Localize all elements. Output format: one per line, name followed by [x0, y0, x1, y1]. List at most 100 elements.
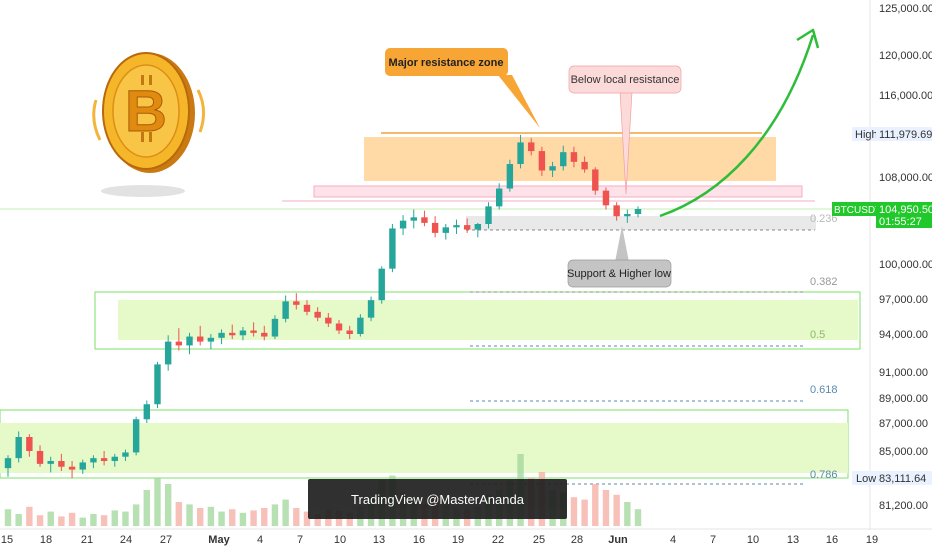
candle: [100, 451, 108, 466]
volume-bar: [132, 504, 140, 526]
time-tick: 19: [866, 534, 878, 546]
time-tick: 18: [40, 534, 52, 546]
support-callout-text: Support & Higher low: [567, 268, 671, 280]
candle: [410, 209, 417, 229]
volume-bar: [15, 514, 22, 526]
time-tick: Jun: [608, 534, 628, 546]
volume-bar: [164, 484, 172, 526]
time-tick: 4: [257, 534, 263, 546]
resistance-callout-pointer: [498, 75, 540, 128]
candle: [528, 138, 535, 156]
candle: [399, 215, 407, 236]
time-tick: 28: [571, 534, 583, 546]
volume-bar: [90, 514, 97, 526]
candle: [207, 334, 215, 350]
price-tick: 125,000.00: [879, 3, 932, 15]
candle: [26, 434, 33, 457]
low-marker: Low 83,111.64: [852, 471, 932, 485]
candle: [357, 314, 364, 337]
price-tick: 120,000.00: [879, 50, 932, 62]
bitcoin-coin-icon: B: [92, 52, 205, 197]
current-price-marker: BTCUSDT 104,950.50 01:55:27: [832, 202, 932, 228]
candle: [154, 361, 161, 408]
candle: [250, 322, 257, 337]
time-tick: 4: [670, 534, 676, 546]
candle: [79, 459, 86, 474]
resistance-zone: [364, 137, 776, 181]
volume-bar: [186, 504, 193, 526]
candle: [293, 293, 300, 310]
candle: [36, 445, 44, 467]
volume-bar: [175, 502, 183, 526]
volume-bar: [26, 506, 33, 526]
price-tick: 108,000.00: [879, 172, 932, 184]
watermark: TradingView @MasterAnanda: [308, 479, 567, 519]
candle: [175, 328, 183, 351]
candle: [506, 159, 514, 192]
volume-bar: [282, 499, 289, 526]
candle: [453, 219, 460, 234]
candle: [431, 216, 439, 238]
candle: [90, 455, 97, 469]
candle: [421, 210, 428, 227]
support-pointer: [615, 226, 629, 262]
candle: [634, 206, 642, 218]
candle: [570, 146, 578, 168]
candle: [282, 295, 289, 323]
green-zone-lower-fill: [0, 423, 848, 473]
candle: [442, 224, 449, 240]
local-resistance-band: [313, 185, 803, 198]
volume-bar: [570, 497, 578, 526]
volume-bar: [634, 509, 642, 526]
svg-text:111,979.69: 111,979.69: [879, 129, 932, 141]
fib-label-0.236: 0.236: [810, 213, 838, 225]
resistance-callout-box: [385, 48, 508, 76]
candle: [325, 313, 332, 327]
candle: [229, 324, 236, 340]
volume-bar: [592, 484, 599, 526]
candle: [474, 222, 482, 238]
volume-bar: [207, 506, 215, 526]
volume-bar: [293, 508, 300, 526]
candle: [111, 453, 118, 467]
candle: [186, 332, 193, 355]
candle: [335, 320, 343, 334]
support-callout-box: [567, 259, 672, 288]
candle: [463, 218, 471, 233]
local-resistance-callout-text: Below local resistance: [571, 74, 680, 86]
candle: [68, 461, 76, 479]
volume-bar: [624, 502, 631, 526]
high-marker: High 111,979.69: [852, 127, 932, 141]
candle: [4, 455, 12, 477]
volume-bar: [79, 517, 86, 526]
time-tick: 10: [334, 534, 346, 546]
time-tick: 27: [160, 534, 172, 546]
volume-bar: [111, 510, 118, 526]
candle: [58, 453, 65, 472]
candle: [517, 134, 524, 169]
candle: [485, 202, 492, 229]
candle: [132, 416, 140, 456]
time-tick: 7: [710, 534, 716, 546]
volume-bar: [271, 504, 279, 526]
svg-text:01:55:27: 01:55:27: [879, 216, 922, 228]
time-tick: 24: [120, 534, 132, 546]
price-tick: 100,000.00: [879, 259, 932, 271]
candle: [549, 161, 556, 177]
time-tick: 16: [413, 534, 425, 546]
candle: [367, 296, 375, 322]
candle: [303, 300, 311, 316]
candle: [560, 145, 567, 171]
candle: [538, 146, 546, 176]
volume-bar: [154, 478, 161, 526]
projection-arrow: [659, 34, 815, 218]
local-resistance-callout-box: [568, 65, 682, 94]
resistance-callout-text: Major resistance zone: [389, 57, 504, 69]
candle: [164, 335, 172, 371]
candle: [314, 307, 321, 322]
price-tick: 97,000.00: [879, 294, 928, 306]
volume-bar: [4, 509, 12, 526]
svg-text:104,950.50: 104,950.50: [879, 204, 932, 216]
